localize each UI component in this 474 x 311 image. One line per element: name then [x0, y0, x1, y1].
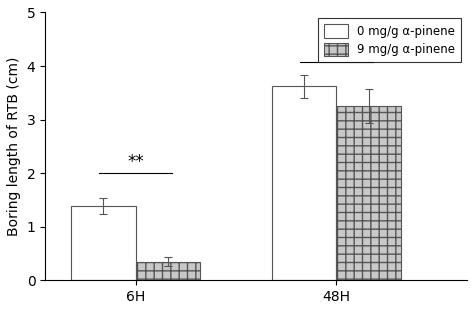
- Bar: [136, 262, 200, 280]
- Legend: 0 mg/g α-pinene, 9 mg/g α-pinene: 0 mg/g α-pinene, 9 mg/g α-pinene: [319, 18, 461, 63]
- Bar: [272, 86, 337, 280]
- Y-axis label: Boring length of RTB (cm): Boring length of RTB (cm): [7, 57, 21, 236]
- Text: NS: NS: [325, 42, 348, 60]
- Bar: [337, 106, 401, 280]
- Text: **: **: [127, 153, 144, 171]
- Bar: [71, 207, 136, 280]
